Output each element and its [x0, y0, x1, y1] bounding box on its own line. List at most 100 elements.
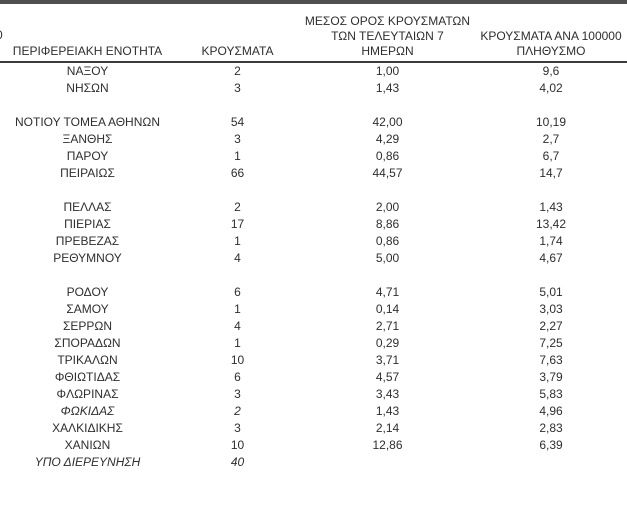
header-region-label: ΠΕΡΙΦΕΡΕΙΑΚΗ ΕΝΟΤΗΤΑ: [12, 44, 163, 58]
region-cell: ΥΠΟ ΔΙΕΡΕΥΝΗΣΗ: [34, 455, 141, 469]
table-row: ΤΡΙΚΑΛΩΝ 10 3,71 7,63: [0, 352, 627, 369]
cases-cell: 2: [234, 404, 241, 418]
per100k-cell: 10,19: [535, 115, 567, 129]
table-row: ΣΕΡΡΩΝ 4 2,71 2,27: [0, 318, 627, 335]
header-region: ΠΕΡΙΦΕΡΕΙΑΚΗ ΕΝΟΤΗΤΑ: [0, 44, 175, 61]
avg7-cell: 42,00: [372, 115, 403, 129]
region-cell: ΞΑΝΘΗΣ: [62, 132, 113, 146]
cases-cell: 3: [234, 132, 241, 146]
per100k-cell: 3,79: [539, 370, 563, 384]
region-cell: ΧΑΝΙΩΝ: [64, 438, 111, 452]
region-cell: ΣΠΟΡΑΔΩΝ: [54, 336, 121, 350]
cases-cell: [175, 182, 300, 199]
header-per100k-line2: ΠΛΗΘΥΣΜΟ: [516, 44, 586, 58]
avg7-cell: 12,86: [372, 438, 403, 452]
per100k-cell: [475, 182, 627, 199]
region-cell: [0, 267, 175, 284]
cutoff-left-label: 0: [0, 29, 3, 42]
avg7-cell: 4,71: [375, 285, 400, 299]
per100k-cell: 4,67: [539, 251, 563, 265]
cases-cell: 1: [234, 234, 241, 248]
cases-cell: 54: [230, 115, 245, 129]
header-avg7-line2: ΤΩΝ ΤΕΛΕΥΤΑΙΩΝ 7: [331, 29, 444, 43]
per100k-cell: 1,43: [539, 200, 563, 214]
avg7-cell: 0,86: [375, 234, 400, 248]
avg7-cell: 0,29: [375, 336, 400, 350]
avg7-cell: 3,71: [375, 353, 400, 367]
avg7-cell: [300, 97, 475, 114]
per100k-cell: 4,02: [539, 81, 563, 95]
table-row: ΧΑΝΙΩΝ 10 12,86 6,39: [0, 437, 627, 454]
avg7-cell: 8,86: [375, 217, 400, 231]
top-horizontal-rule: [0, 0, 627, 4]
avg7-cell: 4,57: [375, 370, 400, 384]
avg7-cell: 4,29: [375, 132, 400, 146]
table-row: ΧΑΛΚΙΔΙΚΗΣ 3 2,14 2,83: [0, 420, 627, 437]
table-row: ΦΩΚΙΔΑΣ 2 1,43 4,96: [0, 403, 627, 420]
region-cell: ΝΑΞΟΥ: [66, 64, 109, 78]
cases-cell: 6: [234, 285, 241, 299]
spacer-row: [0, 267, 627, 284]
cases-cell: 2: [234, 200, 241, 214]
header-cases-label: ΚΡΟΥΣΜΑΤΑ: [201, 44, 274, 58]
avg7-cell: 2,14: [375, 421, 400, 435]
avg7-cell: 5,00: [375, 251, 400, 265]
header-cases: ΚΡΟΥΣΜΑΤΑ: [175, 44, 300, 61]
spacer-row: [0, 97, 627, 114]
cases-cell: 1: [234, 149, 241, 163]
region-cell: ΠΕΛΛΑΣ: [63, 200, 112, 214]
header-avg7-line3: ΗΜΕΡΩΝ: [361, 44, 414, 58]
per100k-cell: 1,74: [539, 234, 563, 248]
region-cell: ΠΑΡΟΥ: [66, 149, 109, 163]
region-cell: ΤΡΙΚΑΛΩΝ: [57, 353, 118, 367]
per100k-cell: 3,03: [539, 302, 563, 316]
cases-cell: 3: [234, 421, 241, 435]
per100k-cell: 7,25: [539, 336, 563, 350]
cases-cell: 2: [234, 64, 241, 78]
cases-cell: 66: [230, 166, 245, 180]
avg7-cell: 1,00: [375, 64, 400, 78]
cases-cell: 1: [234, 302, 241, 316]
cases-cell: 1: [234, 336, 241, 350]
per100k-cell: [475, 97, 627, 114]
header-avg7-line1: ΜΕΣΟΣ ΟΡΟΣ ΚΡΟΥΣΜΑΤΩΝ: [304, 14, 471, 28]
header-per100k: ΚΡΟΥΣΜΑΤΑ ΑΝΑ 100000 ΠΛΗΘΥΣΜΟ: [475, 29, 627, 61]
table-row: ΠΡΕΒΕΖΑΣ 1 0,86 1,74: [0, 233, 627, 250]
per100k-cell: 4,96: [539, 404, 563, 418]
avg7-cell: 44,57: [372, 166, 403, 180]
per100k-cell: 9,6: [542, 64, 560, 78]
cases-cell: 17: [230, 217, 245, 231]
per100k-cell: 7,63: [539, 353, 563, 367]
avg7-cell: [300, 182, 475, 199]
region-cell: ΦΘΙΩΤΙΔΑΣ: [54, 370, 121, 384]
table-row: ΥΠΟ ΔΙΕΡΕΥΝΗΣΗ 40: [0, 454, 627, 471]
table-row: ΝΑΞΟΥ 2 1,00 9,6: [0, 63, 627, 80]
cases-cell: 4: [234, 251, 241, 265]
avg7-cell: [300, 267, 475, 284]
table-row: ΠΙΕΡΙΑΣ 17 8,86 13,42: [0, 216, 627, 233]
region-cell: [0, 182, 175, 199]
cases-cell: 4: [234, 319, 241, 333]
cases-cell: 3: [234, 387, 241, 401]
table-header-row: ΠΕΡΙΦΕΡΕΙΑΚΗ ΕΝΟΤΗΤΑ ΚΡΟΥΣΜΑΤΑ ΜΕΣΟΣ ΟΡΟ…: [0, 0, 627, 63]
region-cell: ΝΗΣΩΝ: [66, 81, 109, 95]
cases-cell: 3: [234, 81, 241, 95]
per100k-cell: [475, 267, 627, 284]
per100k-cell: 2,7: [542, 132, 560, 146]
header-per100k-line1: ΚΡΟΥΣΜΑΤΑ ΑΝΑ 100000: [480, 29, 622, 43]
region-cell: ΦΩΚΙΔΑΣ: [60, 404, 115, 418]
per100k-cell: 2,27: [539, 319, 563, 333]
region-cell: ΠΡΕΒΕΖΑΣ: [55, 234, 120, 248]
avg7-cell: 1,43: [375, 81, 400, 95]
table-row: ΠΕΙΡΑΙΩΣ 66 44,57 14,7: [0, 165, 627, 182]
per100k-cell: 2,83: [539, 421, 563, 435]
table-row: ΡΕΘΥΜΝΟΥ 4 5,00 4,67: [0, 250, 627, 267]
spacer-row: [0, 182, 627, 199]
region-cell: ΣΕΡΡΩΝ: [62, 319, 113, 333]
per100k-cell: 14,7: [539, 166, 563, 180]
region-cell: ΡΟΔΟΥ: [66, 285, 109, 299]
region-cell: ΧΑΛΚΙΔΙΚΗΣ: [52, 421, 123, 435]
table-row: ΦΛΩΡΙΝΑΣ 3 3,43 5,83: [0, 386, 627, 403]
per100k-cell: 6,39: [539, 438, 563, 452]
